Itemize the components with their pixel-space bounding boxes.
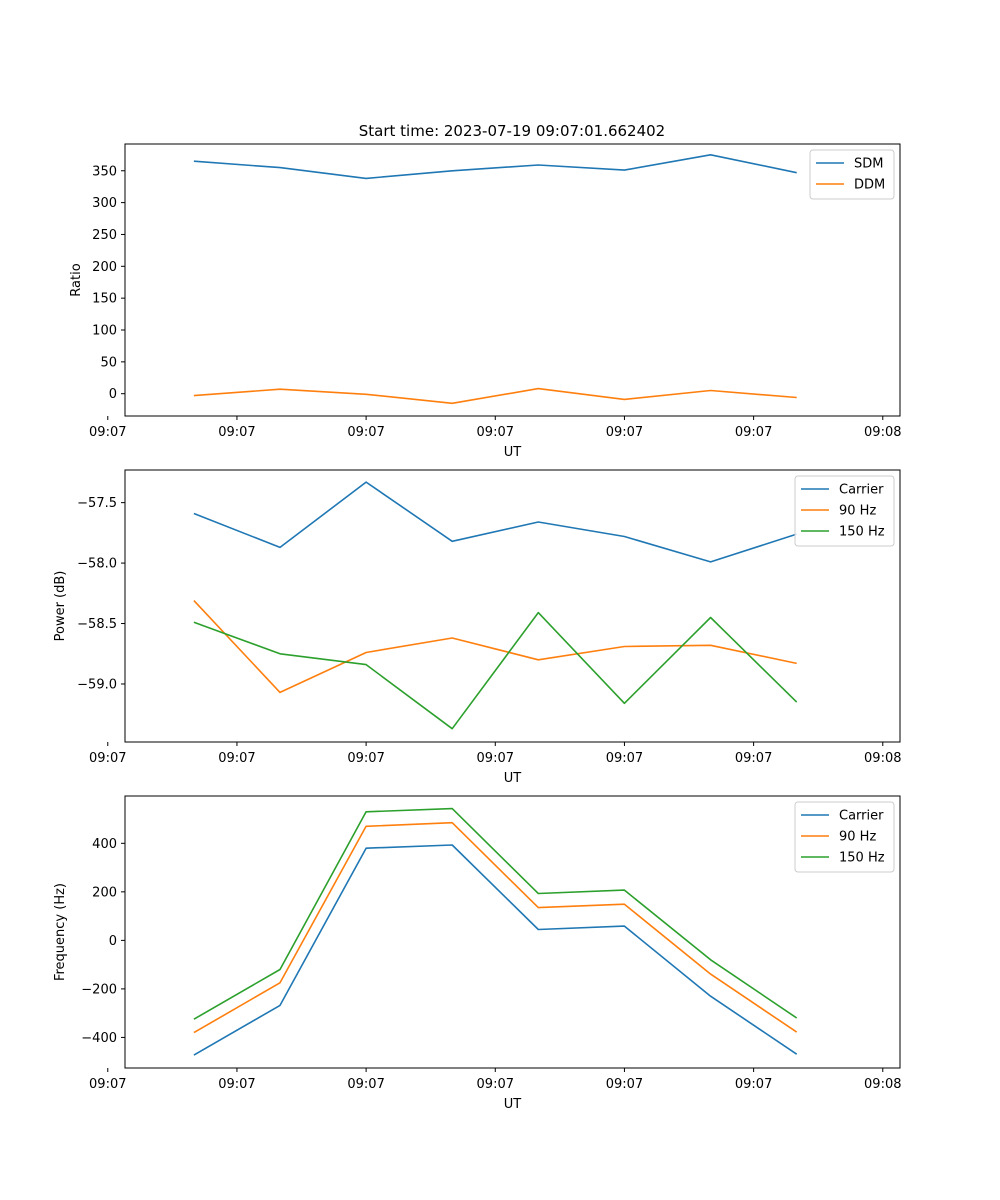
ratio-y-tick-label: 350	[92, 164, 117, 179]
ratio-y-axis-label: Ratio	[69, 263, 84, 296]
power-y-axis-label: Power (dB)	[53, 571, 68, 642]
power-y-tick-label: −58.5	[77, 617, 117, 632]
power-y-tick-label: −57.5	[77, 496, 117, 511]
ratio-y-tick-label: 300	[92, 196, 117, 211]
power-legend-frame	[794, 475, 895, 547]
ratio-y-tick-label: 150	[92, 292, 117, 307]
ratio-x-tick-label: 09:08	[864, 425, 901, 440]
power-legend: Carrier 90 Hz 150 Hz	[794, 475, 895, 547]
power-legend-label: Carrier	[839, 483, 884, 498]
power-x-tick-label: 09:07	[218, 751, 255, 766]
power-series-carrier-line	[193, 481, 797, 563]
ratio-series-sdm-line	[193, 154, 797, 180]
frequency-x-tick-label: 09:07	[477, 1077, 514, 1092]
power-x-tick-label: 09:07	[347, 751, 384, 766]
power-series-150-hz-line	[193, 611, 798, 730]
frequency-y-tick-label: 400	[92, 837, 117, 852]
ratio-y-tick-label: 0	[109, 387, 117, 402]
ratio-y-tick-label: 250	[92, 228, 117, 243]
power-x-tick-label: 09:08	[864, 751, 901, 766]
ratio-panel: 09:07 09:07 09:07 09:07 09:07 09:07 09:08 0 50 10…	[69, 143, 902, 460]
frequency-x-tick-label: 09:07	[735, 1077, 772, 1092]
power-y-tick-label: −59.0	[77, 677, 117, 692]
power-x-axis-label: UT	[504, 771, 522, 786]
frequency-y-tick-label: 200	[92, 885, 117, 900]
frequency-legend-label: Carrier	[839, 809, 884, 824]
frequency-y-tick-label: −200	[81, 982, 117, 997]
power-x-tick-label: 09:07	[735, 751, 772, 766]
power-y-tick-label: −58.0	[77, 557, 117, 572]
power-legend-label: 150 Hz	[839, 525, 885, 540]
frequency-legend-frame	[794, 801, 895, 873]
frequency-x-tick-label: 09:07	[606, 1077, 643, 1092]
ratio-y-tick-label: 200	[92, 260, 117, 275]
frequency-legend-label: 150 Hz	[839, 851, 885, 866]
ratio-x-tick-label: 09:07	[218, 425, 255, 440]
power-series-90-hz-line	[193, 600, 797, 694]
power-x-tick-label: 09:07	[606, 751, 643, 766]
power-axes-frame	[124, 469, 901, 743]
frequency-series-150-hz-line	[193, 807, 798, 1020]
frequency-y-axis-label: Frequency (Hz)	[53, 883, 68, 981]
frequency-legend-label: 90 Hz	[839, 830, 876, 845]
ratio-x-tick-label: 09:07	[347, 425, 384, 440]
ratio-y-tick-label: 100	[92, 324, 117, 339]
frequency-x-tick-label: 09:07	[347, 1077, 384, 1092]
frequency-panel: 09:07 09:07 09:07 09:07 09:07 09:07 09:08 −400 −…	[53, 795, 902, 1112]
frequency-y-tick-label: 0	[109, 934, 117, 949]
ratio-legend: SDM DDM	[809, 149, 895, 200]
ratio-x-tick-label: 09:07	[735, 425, 772, 440]
ratio-x-tick-label: 09:07	[89, 425, 126, 440]
power-x-tick-label: 09:07	[477, 751, 514, 766]
frequency-legend: Carrier 90 Hz 150 Hz	[794, 801, 895, 873]
frequency-x-tick-label: 09:07	[218, 1077, 255, 1092]
frequency-series-90-hz-line	[193, 821, 798, 1034]
ratio-series-ddm-line	[193, 387, 797, 405]
frequency-axes-frame	[124, 795, 901, 1069]
ratio-y-tick-label: 50	[100, 355, 117, 370]
ratio-x-axis-label: UT	[504, 445, 522, 460]
frequency-x-tick-label: 09:08	[864, 1077, 901, 1092]
frequency-series-carrier-line	[193, 844, 798, 1056]
frequency-x-tick-label: 09:07	[89, 1077, 126, 1092]
power-x-tick-label: 09:07	[89, 751, 126, 766]
ratio-legend-label: DDM	[854, 178, 885, 193]
ratio-x-tick-label: 09:07	[606, 425, 643, 440]
ratio-x-tick-label: 09:07	[477, 425, 514, 440]
ratio-axes-frame	[124, 143, 901, 417]
power-panel: 09:07 09:07 09:07 09:07 09:07 09:07 09:08 −59.0…	[53, 469, 902, 786]
frequency-x-axis-label: UT	[504, 1097, 522, 1112]
power-legend-label: 90 Hz	[839, 504, 876, 519]
frequency-y-tick-label: −400	[81, 1031, 117, 1046]
ratio-legend-label: SDM	[854, 157, 883, 172]
figure-title: Start time: 2023-07-19 09:07:01.662402	[359, 122, 665, 140]
